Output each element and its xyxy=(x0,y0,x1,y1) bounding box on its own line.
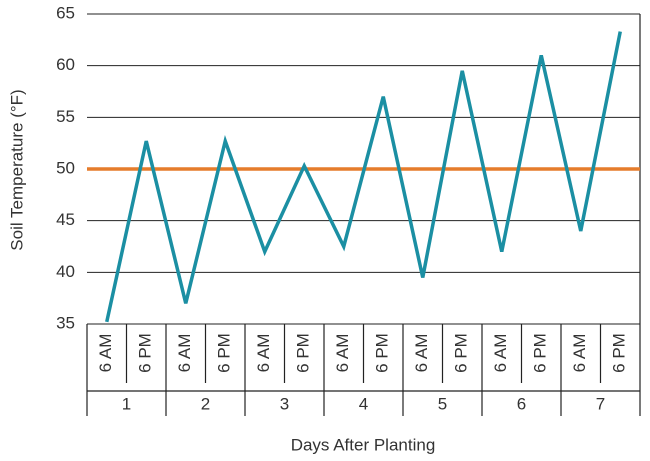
x-tick-label: 6 PM xyxy=(215,333,234,373)
x-axis-title: Days After Planting xyxy=(291,435,436,454)
x-tick-label: 6 PM xyxy=(136,333,155,373)
y-tick-label: 35 xyxy=(56,313,75,332)
group-label: 5 xyxy=(438,394,447,413)
group-label: 2 xyxy=(201,394,210,413)
x-tick-label: 6 PM xyxy=(610,333,629,373)
x-tick-label: 6 AM xyxy=(254,334,273,373)
group-label: 4 xyxy=(359,394,368,413)
series-line xyxy=(105,31,622,323)
x-tick-label: 6 AM xyxy=(491,334,510,373)
group-label: 7 xyxy=(596,394,605,413)
y-tick-label: 50 xyxy=(56,158,75,177)
y-axis-title: Soil Temperature (°F) xyxy=(7,89,26,250)
x-tick-label: 6 AM xyxy=(570,334,589,373)
x-tick-label: 6 AM xyxy=(333,334,352,373)
y-tick-label: 45 xyxy=(56,210,75,229)
x-tick-label: 6 AM xyxy=(175,334,194,373)
x-tick-label: 6 AM xyxy=(96,334,115,373)
x-tick-label: 6 PM xyxy=(373,333,392,373)
x-tick-label: 6 PM xyxy=(452,333,471,373)
y-tick-label: 55 xyxy=(56,107,75,126)
group-label: 1 xyxy=(122,394,131,413)
group-label: 6 xyxy=(517,394,526,413)
group-label: 3 xyxy=(280,394,289,413)
y-tick-label: 65 xyxy=(56,3,75,22)
x-tick-label: 6 AM xyxy=(412,334,431,373)
x-tick-label: 6 PM xyxy=(294,333,313,373)
y-tick-label: 40 xyxy=(56,262,75,281)
x-tick-label: 6 PM xyxy=(531,333,550,373)
y-tick-label: 60 xyxy=(56,55,75,74)
